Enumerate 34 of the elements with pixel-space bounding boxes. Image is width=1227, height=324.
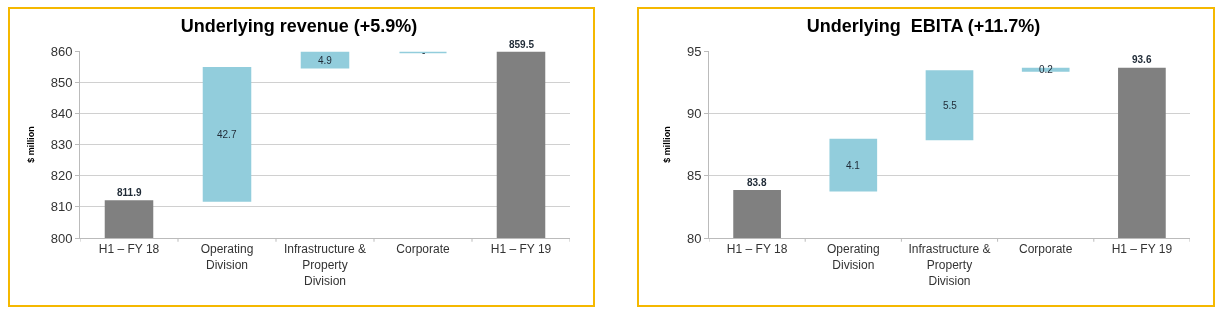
y-axis-title: $ million (662, 126, 673, 163)
x-tick-label: H1 – FY 19 (490, 242, 552, 257)
y-tick-label: 860 (50, 43, 73, 59)
data-label: 4.9 (318, 55, 333, 66)
data-label: 93.6 (1132, 54, 1152, 65)
chart-title: Underlying EBITA (+11.7%) (806, 15, 1041, 36)
y-axis-title: $ million (26, 126, 37, 163)
x-tick-label: H1 – FY 18 (98, 242, 160, 257)
y-tick-label: 90 (686, 105, 702, 121)
y-tick-label: 840 (50, 105, 73, 121)
y-tick-label: 830 (50, 137, 73, 153)
chart-title: Underlying revenue (+5.9%) (180, 15, 418, 36)
y-tick-label: 810 (50, 199, 73, 215)
y-tick-label: 820 (50, 168, 73, 184)
data-label: 4.1 (846, 160, 861, 171)
data-label: 859.5 (509, 39, 535, 50)
data-label: - (422, 47, 426, 58)
y-tick-label: 850 (50, 74, 73, 90)
x-tick-label: Corporate (396, 242, 450, 257)
y-tick-label: 800 (50, 230, 73, 246)
data-label: 83.8 (747, 177, 767, 188)
x-tick-label: Operating Division (200, 242, 254, 272)
data-label: 42.7 (217, 129, 237, 140)
x-tick-label: Infrastructure & Property Division (908, 242, 991, 288)
x-tick-label: H1 – FY 19 (1111, 242, 1173, 257)
x-tick-label: Corporate (1019, 242, 1073, 257)
y-tick-label: 80 (686, 230, 702, 246)
x-tick-label: Infrastructure & Property Division (283, 242, 367, 288)
y-tick-label: 85 (686, 168, 702, 184)
x-tick-label: H1 – FY 18 (726, 242, 788, 257)
data-label: 811.9 (117, 187, 142, 198)
y-tick-label: 95 (686, 43, 702, 59)
data-label: 5.5 (943, 100, 958, 111)
x-tick-label: Operating Division (826, 242, 880, 272)
